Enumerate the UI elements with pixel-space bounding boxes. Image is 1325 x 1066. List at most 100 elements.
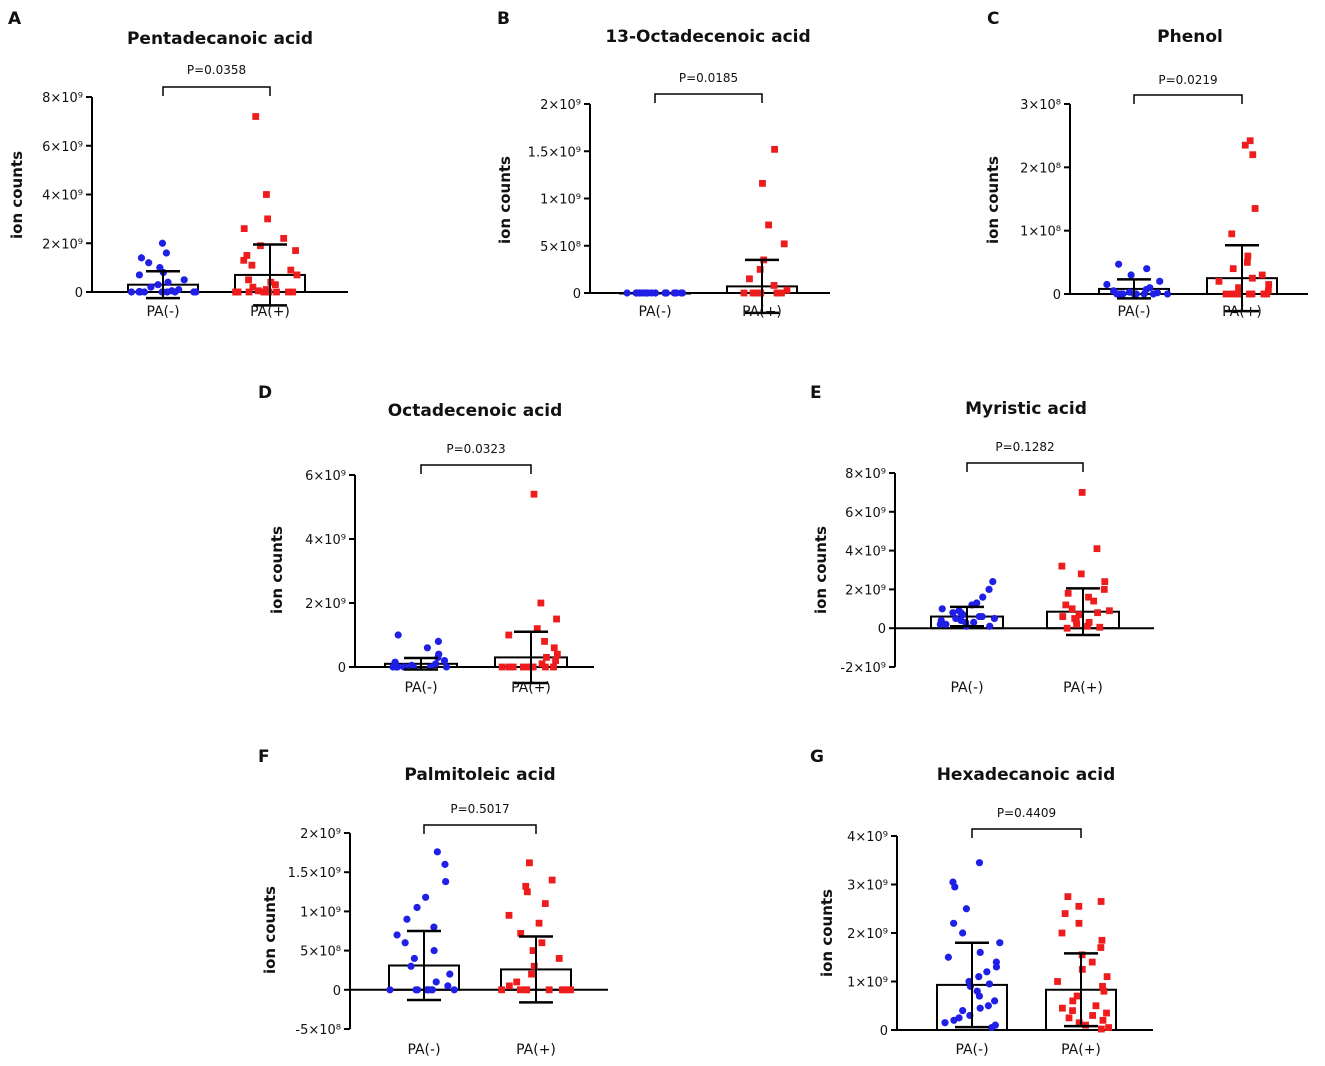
data-point-neg <box>171 288 179 296</box>
data-point-pos <box>1243 258 1251 266</box>
data-point-pos <box>550 644 558 652</box>
data-point-neg <box>433 848 441 856</box>
data-point-neg <box>145 259 153 267</box>
data-point-pos <box>1099 982 1106 990</box>
data-point-pos <box>780 240 788 248</box>
data-point-pos <box>243 252 251 259</box>
data-point-pos <box>1075 611 1083 619</box>
data-point-neg <box>430 923 438 931</box>
data-point-neg <box>180 276 188 284</box>
data-point-pos <box>289 288 297 296</box>
category-label: PA(+) <box>1063 680 1103 696</box>
data-point-pos <box>1075 1019 1083 1027</box>
data-point-neg <box>401 939 409 947</box>
data-point-pos <box>523 888 531 896</box>
data-point-pos <box>1093 545 1101 553</box>
y-tick-label: 1×10⁹ <box>540 193 581 208</box>
data-point-pos <box>509 663 517 671</box>
chart-panel-f: F Palmitoleic acid ion counts -5×10⁸ 0 5×10⁸ 1… <box>258 747 608 1058</box>
data-point-pos <box>1105 1024 1113 1031</box>
data-point-neg <box>412 986 420 994</box>
data-point-pos <box>1075 919 1083 927</box>
data-point-neg <box>950 1016 958 1024</box>
data-point-pos <box>1103 973 1111 981</box>
data-point-pos <box>526 859 533 867</box>
data-point-neg <box>1156 277 1164 285</box>
data-point-pos <box>559 986 566 994</box>
y-tick-label: 2×10⁹ <box>42 237 83 252</box>
data-point-pos <box>1068 605 1076 613</box>
data-point-neg <box>970 618 978 626</box>
panel-letter: A <box>8 9 22 29</box>
y-axis-label: ion counts <box>984 156 1002 244</box>
data-point-pos <box>1078 965 1086 973</box>
y-tick-label: 5×10⁸ <box>300 945 341 960</box>
data-point-neg <box>423 644 432 652</box>
data-point-pos <box>1222 290 1230 298</box>
data-point-pos <box>553 650 561 658</box>
data-point-pos <box>1065 1014 1073 1022</box>
category-label: PA(-) <box>950 680 983 696</box>
data-point-neg <box>154 281 162 289</box>
data-point-neg <box>992 963 1001 971</box>
chart-panel-d: D Octadecenoic acid ion counts 0 2×10⁹ 4×10⁹ 6… <box>258 383 594 696</box>
data-point-pos <box>1063 624 1071 632</box>
panel-letter: E <box>810 383 822 403</box>
data-point-pos <box>1059 613 1067 620</box>
y-tick-label: 6×10⁹ <box>305 469 346 484</box>
data-point-pos <box>249 283 257 291</box>
p-value-label: P=0.1282 <box>995 440 1054 454</box>
data-point-pos <box>252 113 260 120</box>
category-label: PA(-) <box>146 304 179 320</box>
p-value-label: P=0.0358 <box>187 63 246 77</box>
data-point-pos <box>1061 910 1069 917</box>
data-point-pos <box>523 986 530 994</box>
category-label: PA(-) <box>404 680 437 696</box>
y-tick-label: 0 <box>880 1024 888 1039</box>
data-point-neg <box>990 614 999 623</box>
data-point-neg <box>163 288 171 296</box>
y-axis-label: ion counts <box>8 151 26 239</box>
y-tick-label: 1.5×10⁹ <box>288 866 341 881</box>
data-point-pos <box>245 276 252 284</box>
data-point-pos <box>505 911 513 919</box>
data-point-pos <box>240 225 248 233</box>
data-point-pos <box>505 982 513 990</box>
data-point-neg <box>442 663 451 671</box>
data-point-neg <box>407 962 415 970</box>
data-point-pos <box>1249 151 1257 159</box>
data-point-pos <box>1058 1004 1066 1012</box>
data-point-pos <box>1097 1025 1105 1033</box>
data-point-pos <box>759 179 766 187</box>
data-point-pos <box>555 955 563 962</box>
data-point-neg <box>936 620 944 628</box>
data-point-pos <box>1251 205 1259 212</box>
p-value-label: P=0.0219 <box>1158 73 1217 87</box>
y-tick-label: 4×10⁹ <box>305 533 346 548</box>
category-label: PA(-) <box>1117 304 1150 320</box>
data-point-neg <box>394 631 402 639</box>
y-tick-label: 2×10⁹ <box>300 827 341 842</box>
y-tick-label: 4×10⁹ <box>847 830 888 845</box>
data-point-pos <box>1088 958 1096 966</box>
data-point-pos <box>1092 1002 1100 1010</box>
y-tick-label: 4×10⁹ <box>845 545 886 560</box>
data-point-pos <box>538 939 546 947</box>
y-tick-label: 0 <box>878 622 886 637</box>
data-point-neg <box>430 947 438 955</box>
y-tick-label: 3×10⁹ <box>847 879 888 894</box>
data-point-neg <box>1103 280 1111 289</box>
data-point-pos <box>1248 274 1256 282</box>
data-point-pos <box>783 286 791 294</box>
data-point-pos <box>272 281 279 289</box>
data-point-pos <box>1097 898 1105 905</box>
category-label: PA(+) <box>1222 304 1262 320</box>
data-point-neg <box>975 992 984 1000</box>
y-tick-label: 4×10⁹ <box>42 189 83 204</box>
significance-bracket <box>971 828 1082 838</box>
data-point-neg <box>158 239 167 247</box>
y-tick-label: 1×10⁹ <box>300 905 341 920</box>
data-point-neg <box>386 986 394 994</box>
data-point-neg <box>959 1007 967 1015</box>
data-point-pos <box>1235 290 1242 298</box>
